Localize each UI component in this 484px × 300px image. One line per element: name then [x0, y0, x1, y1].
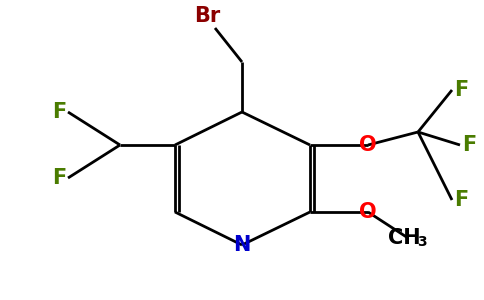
Text: Br: Br — [194, 6, 220, 26]
Text: 3: 3 — [417, 235, 427, 249]
Text: F: F — [52, 168, 66, 188]
Text: O: O — [359, 202, 377, 222]
Text: F: F — [462, 135, 476, 155]
Text: F: F — [454, 80, 468, 100]
Text: N: N — [233, 235, 251, 255]
Text: O: O — [359, 135, 377, 155]
Text: F: F — [454, 190, 468, 210]
Text: F: F — [52, 102, 66, 122]
Text: CH: CH — [388, 228, 420, 248]
